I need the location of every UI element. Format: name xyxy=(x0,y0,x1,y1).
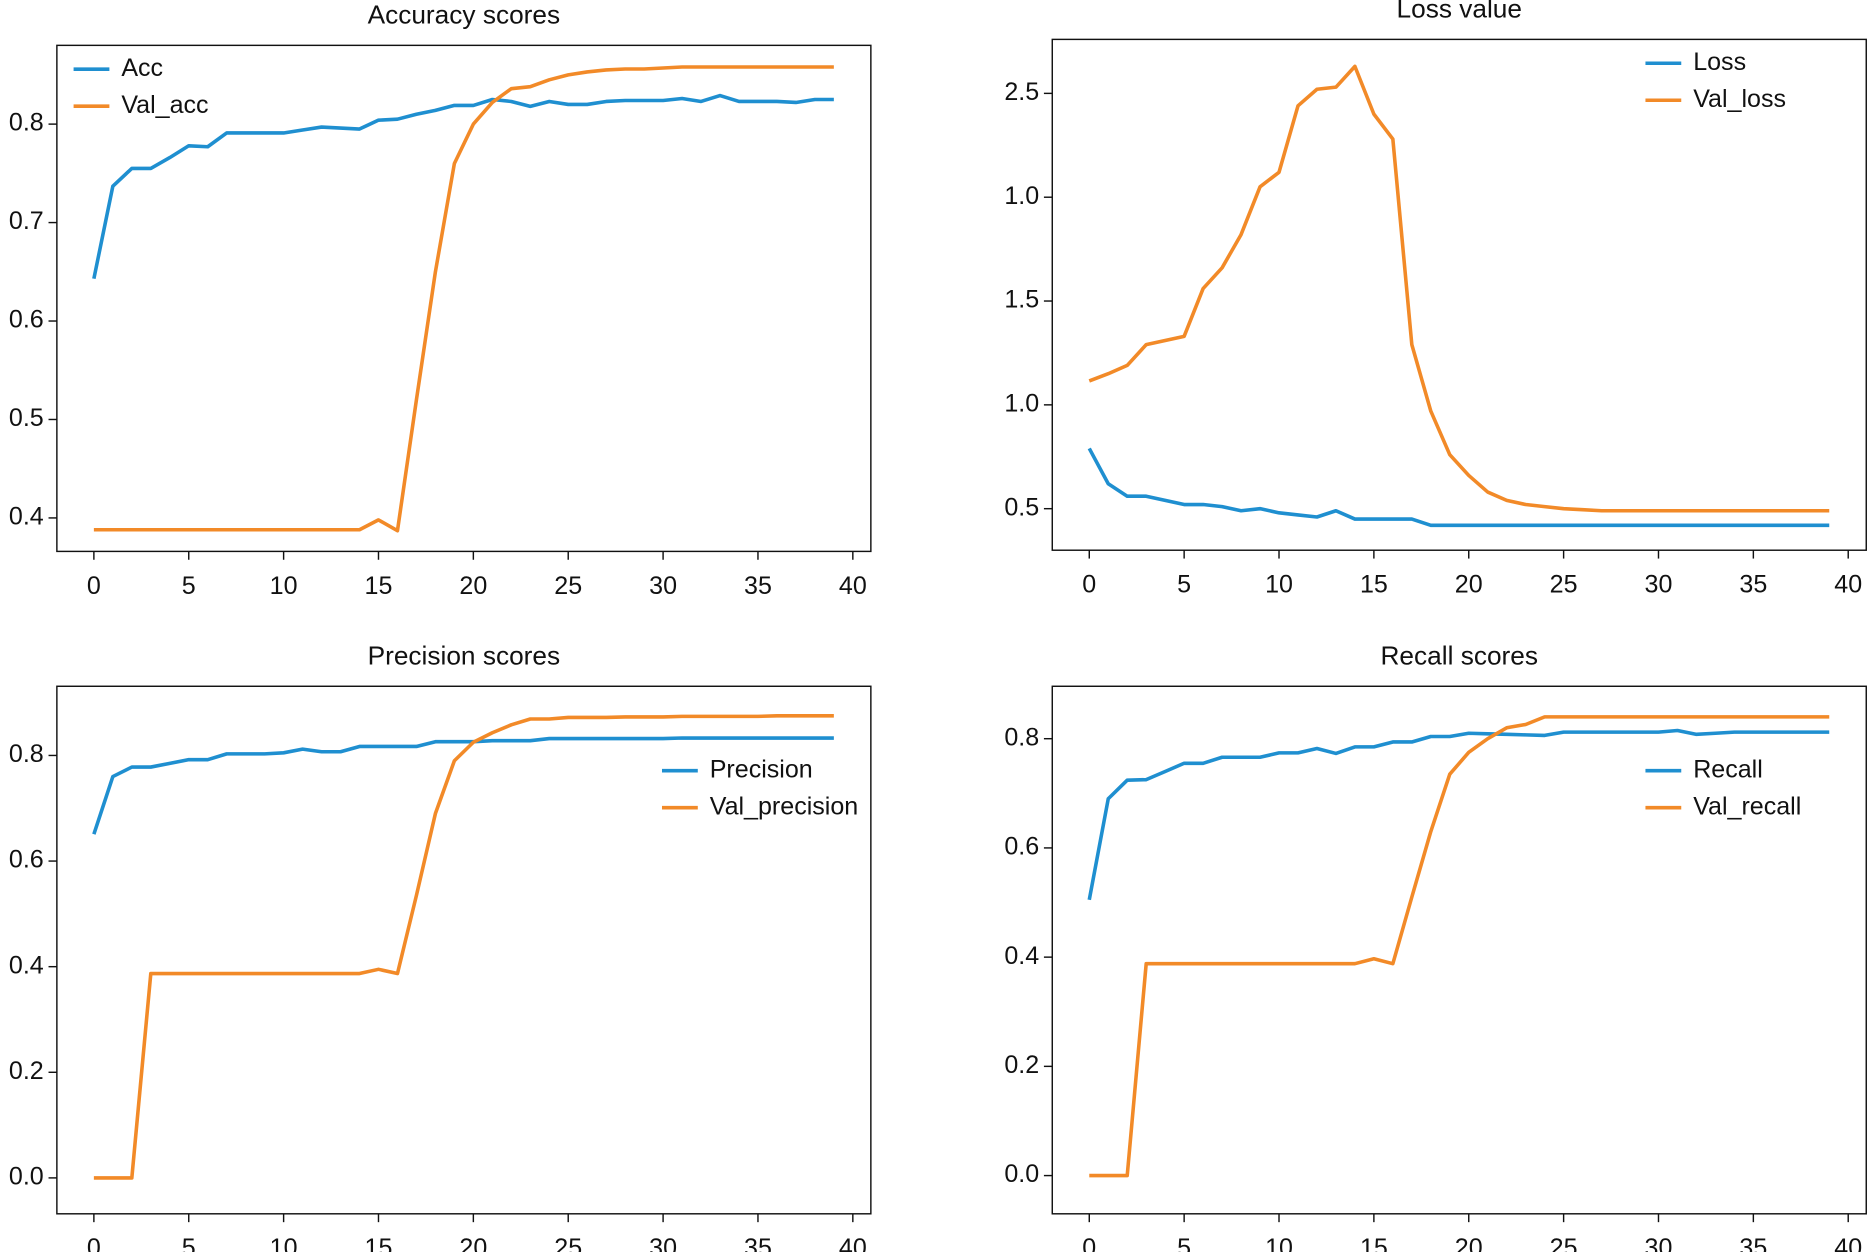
legend-label: Val_recall xyxy=(1693,792,1801,820)
series-line xyxy=(93,65,834,533)
subplot-title: Accuracy scores xyxy=(368,0,561,30)
x-tick-label: 30 xyxy=(649,1234,677,1252)
x-tick-label: 10 xyxy=(1265,1234,1293,1252)
y-tick-label: 1.0 xyxy=(1004,182,1039,210)
x-tick-label: 25 xyxy=(1550,571,1578,599)
legend-label: Val_loss xyxy=(1693,85,1786,113)
y-tick-label: 0.4 xyxy=(9,951,44,979)
legend-label: Recall xyxy=(1693,755,1763,783)
x-tick-label: 5 xyxy=(182,1234,196,1252)
plot-frame xyxy=(56,685,872,1215)
y-tick-label: 0.0 xyxy=(9,1163,44,1191)
y-tick-label: 0.5 xyxy=(9,404,44,432)
x-tick-label: 25 xyxy=(554,1234,582,1252)
x-tick-label: 40 xyxy=(839,572,867,600)
legend-label: Val_acc xyxy=(121,91,208,119)
y-tick-label: 0.6 xyxy=(1004,833,1039,861)
y-tick-label: 0.2 xyxy=(9,1057,44,1085)
y-tick-label: 0.7 xyxy=(9,207,44,235)
y-tick-label: 2.5 xyxy=(1004,78,1039,106)
x-tick-label: 10 xyxy=(1265,571,1293,599)
y-tick-label: 0.0 xyxy=(1004,1160,1039,1188)
series-line xyxy=(1089,715,1830,1178)
x-tick-label: 0 xyxy=(1082,1234,1096,1252)
x-tick-label: 5 xyxy=(1177,1234,1191,1252)
x-tick-label: 0 xyxy=(1082,571,1096,599)
legend-label: Val_precision xyxy=(710,792,859,820)
x-tick-label: 35 xyxy=(744,1234,772,1252)
x-tick-label: 15 xyxy=(1360,1234,1388,1252)
series-line xyxy=(92,93,834,280)
x-tick-label: 20 xyxy=(459,572,487,600)
x-tick-label: 25 xyxy=(1550,1234,1578,1252)
y-tick-label: 0.8 xyxy=(9,740,44,768)
x-tick-label: 35 xyxy=(1739,571,1767,599)
x-tick-label: 10 xyxy=(270,1234,298,1252)
y-tick-label: 1.0 xyxy=(1004,389,1039,417)
x-tick-label: 20 xyxy=(1455,1234,1483,1252)
x-tick-label: 30 xyxy=(1645,571,1673,599)
series-line xyxy=(93,714,834,1180)
y-tick-label: 1.5 xyxy=(1004,286,1039,314)
series-line xyxy=(1088,64,1830,513)
x-tick-label: 5 xyxy=(1177,571,1191,599)
x-tick-label: 30 xyxy=(649,572,677,600)
subplot: Recall scores 0 5 10 15 20 25 30 35 40 0.0 0.2 0.4 0.… xyxy=(1004,641,1867,1252)
subplot: Accuracy scores 0 5 10 15 20 25 30 35 40 0.4 0.5 0.6… xyxy=(9,0,872,600)
x-tick-label: 15 xyxy=(365,572,393,600)
x-tick-label: 30 xyxy=(1645,1234,1673,1252)
subplot-title: Recall scores xyxy=(1380,641,1538,671)
series-line xyxy=(92,736,834,835)
plot-frame xyxy=(1051,685,1867,1215)
subplot: Loss value 0 5 10 15 20 25 30 35 40 0.5 1.0 1.5 1.0 2.… xyxy=(1004,0,1867,599)
x-tick-label: 20 xyxy=(459,1234,487,1252)
x-tick-label: 40 xyxy=(1834,1234,1862,1252)
y-tick-label: 0.4 xyxy=(9,503,44,531)
y-tick-label: 0.6 xyxy=(9,846,44,874)
x-tick-label: 25 xyxy=(554,572,582,600)
y-tick-label: 0.8 xyxy=(9,109,44,137)
x-tick-label: 0 xyxy=(87,1234,101,1252)
plot-frame xyxy=(1051,38,1867,551)
subplot-title: Precision scores xyxy=(368,641,561,671)
y-tick-label: 0.2 xyxy=(1004,1051,1039,1079)
subplot: Precision scores 0 5 10 15 20 25 30 35 40 0.0 0.2 0.… xyxy=(9,641,872,1252)
x-tick-label: 35 xyxy=(744,572,772,600)
x-tick-label: 40 xyxy=(839,1234,867,1252)
y-tick-label: 0.8 xyxy=(1004,723,1039,751)
y-tick-label: 0.4 xyxy=(1004,942,1039,970)
x-tick-label: 5 xyxy=(182,572,196,600)
plot-frame xyxy=(56,44,872,553)
series-line xyxy=(1087,728,1830,901)
x-tick-label: 35 xyxy=(1739,1234,1767,1252)
y-tick-label: 0.6 xyxy=(9,306,44,334)
subplot-title: Loss value xyxy=(1397,0,1523,24)
y-tick-label: 0.5 xyxy=(1004,493,1039,521)
x-tick-label: 20 xyxy=(1455,571,1483,599)
legend-label: Acc xyxy=(121,54,163,82)
x-tick-label: 40 xyxy=(1834,571,1862,599)
legend-label: Precision xyxy=(710,755,813,783)
x-tick-label: 10 xyxy=(270,572,298,600)
x-tick-label: 15 xyxy=(1360,571,1388,599)
series-line xyxy=(1087,447,1830,528)
x-tick-label: 0 xyxy=(87,572,101,600)
legend-label: Loss xyxy=(1693,48,1746,76)
x-tick-label: 15 xyxy=(365,1234,393,1252)
